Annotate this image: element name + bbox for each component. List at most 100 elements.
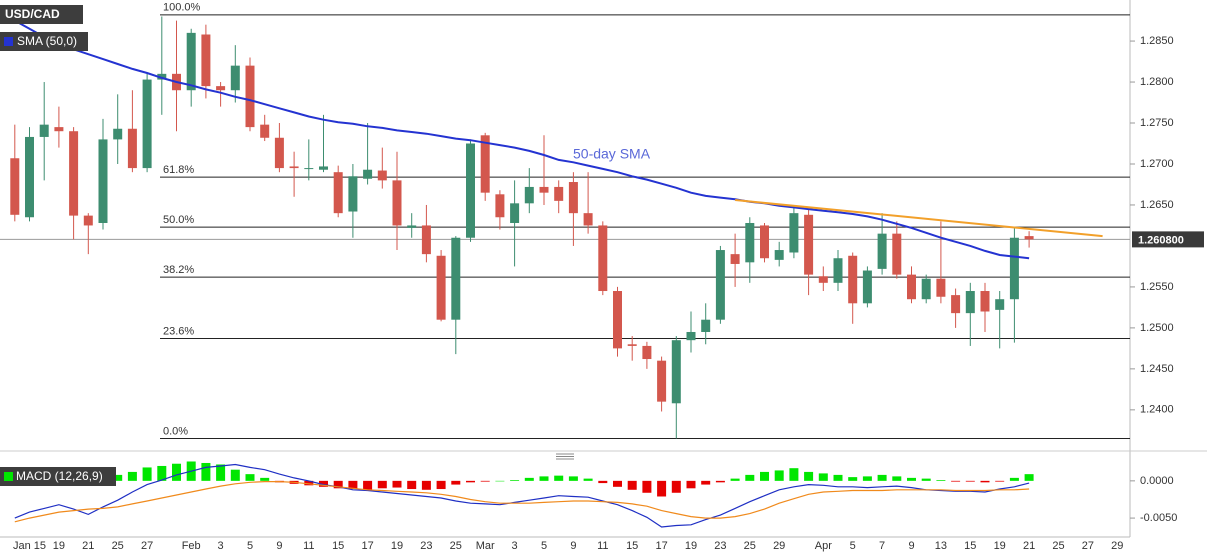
retracement-label: 23.6%	[163, 325, 194, 337]
histogram-bar	[657, 480, 667, 497]
candle-body	[657, 360, 667, 402]
macd-legend: MACD (12,26,9)	[0, 467, 116, 486]
x-tick-label: 23	[714, 540, 726, 552]
histogram-bar	[480, 480, 490, 482]
histogram-bar	[142, 467, 152, 481]
histogram-bar	[598, 480, 608, 484]
candle-body	[113, 128, 123, 140]
candle-body	[951, 295, 961, 314]
y-tick-label: 1.2550	[1140, 281, 1174, 293]
sma-legend: SMA (50,0)	[0, 32, 88, 51]
histogram-bar	[818, 473, 828, 481]
histogram-bar	[260, 477, 270, 481]
x-tick-label: 19	[53, 540, 65, 552]
histogram-bar	[951, 480, 961, 482]
histogram-bar	[642, 480, 652, 493]
histogram-bar	[936, 480, 946, 481]
candle-body	[451, 237, 461, 320]
y-tick-label: 1.2850	[1140, 35, 1174, 47]
candle-body	[789, 213, 799, 253]
candle-body	[69, 131, 79, 216]
x-tick-label: 15	[626, 540, 638, 552]
histogram-bar	[804, 471, 814, 481]
x-tick-label: 11	[303, 540, 314, 552]
candle-body	[304, 168, 314, 170]
histogram-bar	[907, 477, 916, 481]
candle-body	[201, 34, 211, 87]
candle-body	[10, 158, 20, 215]
histogram-bar	[230, 469, 240, 481]
histogram-bar	[495, 480, 505, 482]
candle-body	[627, 344, 637, 346]
histogram-bar	[392, 480, 402, 488]
candle-body	[818, 276, 828, 283]
x-tick-label: 11	[597, 540, 608, 552]
histogram-bar	[833, 474, 843, 481]
x-tick-label: Feb	[182, 540, 201, 552]
histogram-bar	[216, 464, 226, 481]
histogram-bar	[1024, 474, 1034, 481]
x-tick-label: 5	[541, 540, 547, 552]
last-price-box	[1132, 231, 1204, 248]
candle-body	[995, 299, 1005, 310]
axes: 1.2850 1.2800 1.2750 1.2700 1.2650 1.2550 1.25…	[13, 35, 1204, 552]
histogram-bar	[539, 476, 549, 481]
candle-body	[333, 172, 343, 214]
x-tick-label: Jan 15	[13, 540, 46, 552]
histogram-bar	[701, 480, 711, 485]
x-tick-label: 9	[570, 540, 576, 552]
y-tick-label: 0.0000	[1140, 475, 1174, 487]
x-tick-label: 15	[964, 540, 976, 552]
histogram-bar	[774, 470, 784, 481]
histogram-bar	[157, 465, 167, 481]
x-tick-label: 15	[332, 540, 344, 552]
candle-body	[480, 135, 490, 193]
histogram-bar	[980, 480, 990, 483]
histogram-bar	[113, 474, 123, 481]
x-tick-label: 7	[879, 540, 885, 552]
candle-body	[539, 186, 549, 193]
candle-body	[216, 86, 226, 91]
histogram-bar	[127, 471, 137, 481]
histogram-bar	[363, 480, 373, 490]
histogram-bar	[686, 480, 696, 489]
candle-body	[760, 225, 769, 259]
x-tick-label: 29	[1111, 540, 1123, 552]
candle-body	[554, 186, 564, 201]
histogram-bar	[730, 478, 740, 481]
y-tick-label: 1.2500	[1140, 322, 1174, 334]
histogram-bar	[1009, 477, 1019, 481]
histogram-bar	[613, 480, 622, 487]
x-tick-label: Apr	[815, 540, 832, 552]
histogram-bar	[965, 480, 975, 482]
histogram-bar	[627, 480, 637, 490]
retracement-label: 61.8%	[163, 164, 194, 176]
retracement-label: 0.0%	[163, 425, 188, 437]
legend-swatch	[4, 37, 13, 46]
x-tick-label: Mar	[476, 540, 495, 552]
candle-body	[936, 278, 946, 297]
candle-body	[98, 139, 108, 223]
x-tick-label: 13	[935, 540, 947, 552]
candle-body	[833, 258, 843, 283]
sma-line	[14, 19, 1030, 260]
x-tick-label: 25	[744, 540, 756, 552]
candle-body	[642, 345, 652, 360]
histogram-bar	[583, 478, 593, 481]
histogram-bar	[862, 476, 872, 481]
x-tick-label: 25	[1052, 540, 1064, 552]
histogram-bar	[451, 480, 461, 485]
histogram-bar	[245, 474, 255, 481]
x-tick-label: 25	[450, 540, 462, 552]
legend-label: SMA (50,0)	[17, 34, 77, 48]
candle-body	[613, 291, 622, 349]
candle-body	[774, 250, 784, 260]
candle-body	[127, 128, 137, 169]
candle-body	[186, 32, 196, 91]
y-tick-label: 1.2650	[1140, 199, 1174, 211]
candle-body	[671, 340, 681, 404]
x-tick-label: 19	[685, 540, 697, 552]
histogram-bar	[892, 476, 902, 481]
histogram-bar	[921, 478, 931, 481]
candle-body	[421, 225, 431, 255]
